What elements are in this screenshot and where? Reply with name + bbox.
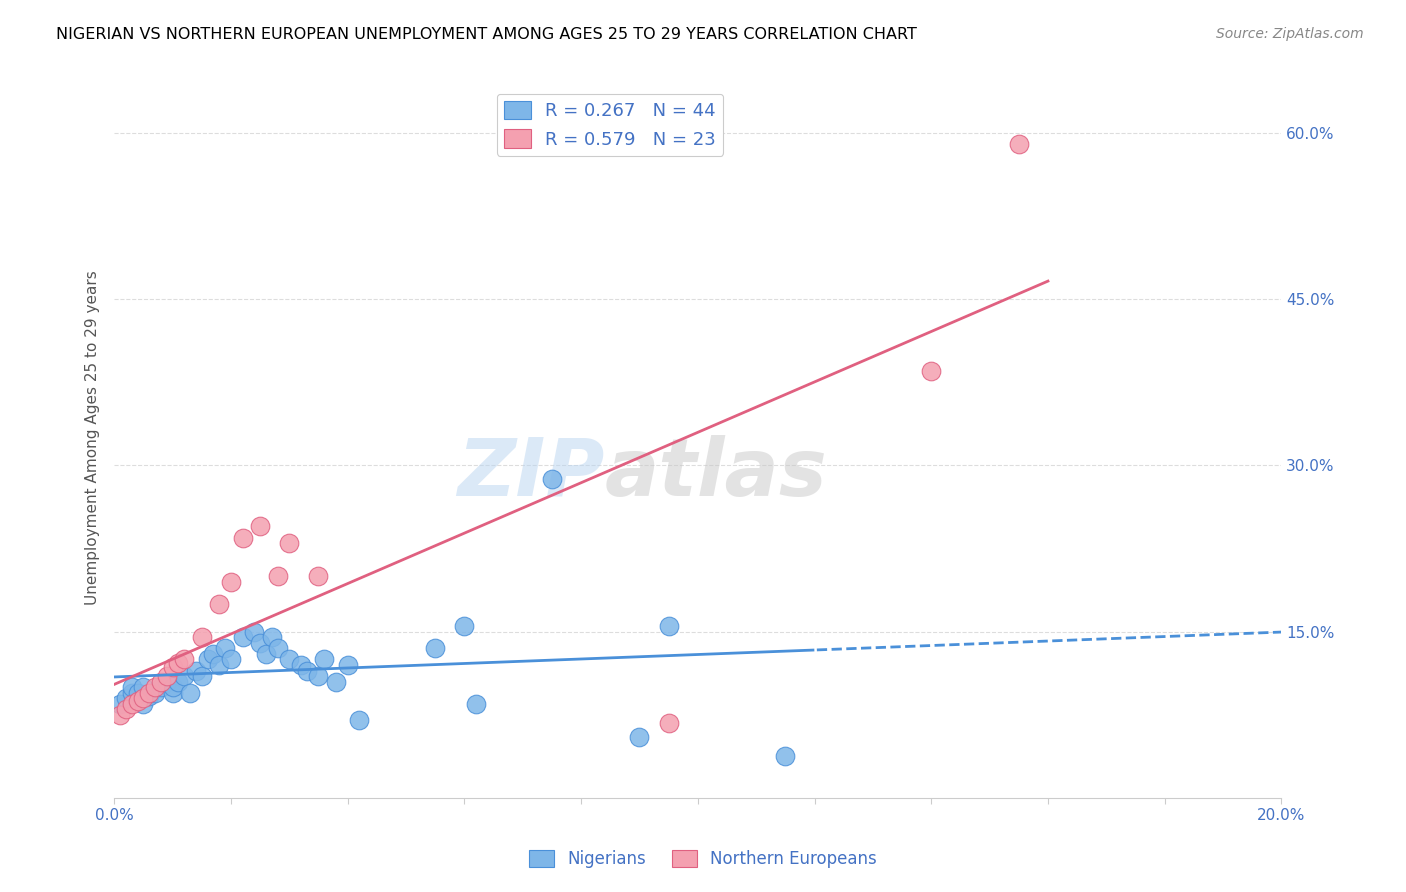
Point <box>132 680 155 694</box>
Text: atlas: atlas <box>605 434 827 513</box>
Point <box>1008 136 1031 151</box>
Point <box>121 680 143 694</box>
Point <box>658 715 681 730</box>
Point <box>920 364 942 378</box>
Point <box>108 707 131 722</box>
Point <box>307 569 329 583</box>
Point <box>453 619 475 633</box>
Text: NIGERIAN VS NORTHERN EUROPEAN UNEMPLOYMENT AMONG AGES 25 TO 29 YEARS CORRELATION: NIGERIAN VS NORTHERN EUROPEAN UNEMPLOYME… <box>56 27 917 42</box>
Point <box>314 652 336 666</box>
Point <box>143 686 166 700</box>
Point <box>336 658 359 673</box>
Point <box>108 697 131 711</box>
Point <box>167 674 190 689</box>
Point <box>190 669 212 683</box>
Point <box>173 652 195 666</box>
Point <box>232 630 254 644</box>
Point <box>156 669 179 683</box>
Legend: R = 0.267   N = 44, R = 0.579   N = 23: R = 0.267 N = 44, R = 0.579 N = 23 <box>496 94 724 156</box>
Point <box>202 647 225 661</box>
Point <box>278 536 301 550</box>
Point <box>184 664 207 678</box>
Point <box>127 686 149 700</box>
Point <box>162 680 184 694</box>
Point <box>249 636 271 650</box>
Point <box>121 697 143 711</box>
Point <box>325 674 347 689</box>
Point <box>167 656 190 670</box>
Point <box>138 689 160 703</box>
Point <box>295 664 318 678</box>
Point <box>115 691 138 706</box>
Point <box>775 748 797 763</box>
Point <box>132 697 155 711</box>
Point <box>266 569 288 583</box>
Text: Source: ZipAtlas.com: Source: ZipAtlas.com <box>1216 27 1364 41</box>
Point <box>132 691 155 706</box>
Point <box>249 519 271 533</box>
Point <box>541 472 564 486</box>
Point <box>219 574 242 589</box>
Point <box>243 624 266 639</box>
Point <box>465 697 488 711</box>
Point <box>219 652 242 666</box>
Point <box>127 693 149 707</box>
Point <box>208 658 231 673</box>
Point <box>143 680 166 694</box>
Point <box>190 630 212 644</box>
Point <box>208 597 231 611</box>
Point <box>260 630 283 644</box>
Point <box>349 714 371 728</box>
Point <box>149 680 172 694</box>
Point <box>290 658 312 673</box>
Point <box>214 641 236 656</box>
Point <box>149 674 172 689</box>
Point <box>278 652 301 666</box>
Text: ZIP: ZIP <box>457 434 605 513</box>
Point <box>115 702 138 716</box>
Point <box>179 686 201 700</box>
Point <box>197 652 219 666</box>
Point <box>266 641 288 656</box>
Point <box>307 669 329 683</box>
Legend: Nigerians, Northern Europeans: Nigerians, Northern Europeans <box>523 843 883 875</box>
Point <box>121 686 143 700</box>
Point <box>162 660 184 674</box>
Point <box>162 686 184 700</box>
Point <box>138 686 160 700</box>
Point <box>173 669 195 683</box>
Point <box>232 531 254 545</box>
Point <box>156 674 179 689</box>
Point <box>254 647 277 661</box>
Point <box>658 619 681 633</box>
Y-axis label: Unemployment Among Ages 25 to 29 years: Unemployment Among Ages 25 to 29 years <box>86 270 100 605</box>
Point <box>628 730 651 744</box>
Point <box>425 641 447 656</box>
